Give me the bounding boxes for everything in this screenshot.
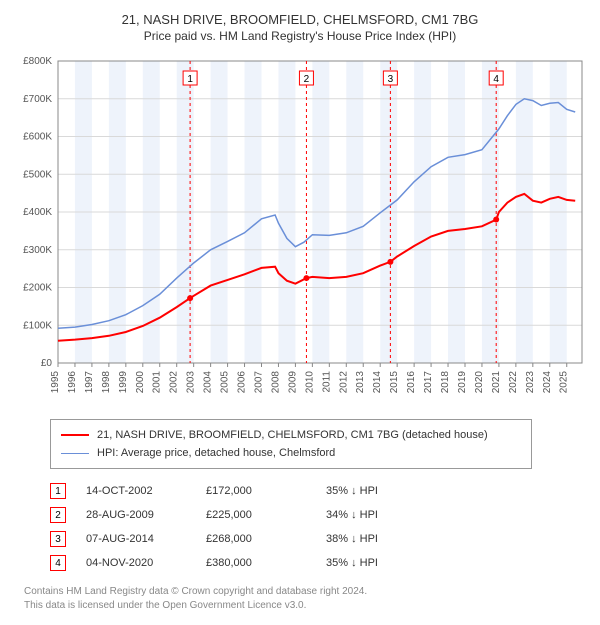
legend-swatch (61, 434, 89, 436)
x-tick-label: 2012 (338, 371, 349, 394)
marker-table-num: 3 (50, 531, 66, 547)
x-tick-label: 1998 (101, 371, 112, 394)
x-tick-label: 2020 (474, 371, 485, 394)
title-line2: Price paid vs. HM Land Registry's House … (12, 29, 588, 43)
marker-table-date: 28-AUG-2009 (86, 509, 186, 521)
x-tick-label: 2021 (491, 371, 502, 394)
marker-table-hpi: 38% ↓ HPI (326, 533, 426, 545)
x-tick-label: 2018 (440, 371, 451, 394)
marker-table-row: 4 04-NOV-2020 £380,000 35% ↓ HPI (50, 551, 588, 575)
footer-line2: This data is licensed under the Open Gov… (24, 599, 588, 613)
marker-table-date: 07-AUG-2014 (86, 533, 186, 545)
legend-row: HPI: Average price, detached house, Chel… (61, 444, 521, 462)
x-tick-label: 2005 (220, 371, 231, 394)
x-tick-label: 2007 (253, 371, 264, 394)
marker-table-row: 3 07-AUG-2014 £268,000 38% ↓ HPI (50, 527, 588, 551)
chart: £0 £100K £200K £300K £400K £500K £600K £700K £80… (12, 51, 588, 411)
marker-table-date: 04-NOV-2020 (86, 557, 186, 569)
x-tick-label: 2010 (304, 371, 315, 394)
series-dot (303, 275, 309, 281)
y-tick-label: £400K (23, 207, 52, 218)
y-tick-label: £600K (23, 132, 52, 143)
y-tick-label: £300K (23, 245, 52, 256)
legend-label: 21, NASH DRIVE, BROOMFIELD, CHELMSFORD, … (97, 426, 488, 444)
x-tick-label: 1997 (84, 371, 95, 394)
marker-table-num: 1 (50, 483, 66, 499)
x-tick-label: 2006 (237, 371, 248, 394)
x-tick-label: 1995 (50, 371, 61, 394)
x-tick-label: 2023 (525, 371, 536, 394)
legend-label: HPI: Average price, detached house, Chel… (97, 444, 335, 462)
x-tick-label: 2019 (457, 371, 468, 394)
footer: Contains HM Land Registry data © Crown c… (24, 585, 588, 613)
y-tick-label: £700K (23, 94, 52, 105)
legend: 21, NASH DRIVE, BROOMFIELD, CHELMSFORD, … (50, 419, 532, 469)
x-tick-label: 2001 (152, 371, 163, 394)
x-tick-label: 2024 (542, 371, 553, 394)
marker-table-num: 2 (50, 507, 66, 523)
x-tick-label: 2016 (406, 371, 417, 394)
x-tick-label: 2014 (372, 371, 383, 394)
x-tick-label: 2004 (203, 371, 214, 394)
x-tick-label: 2002 (169, 371, 180, 394)
x-tick-label: 2008 (270, 371, 281, 394)
x-tick-label: 2000 (135, 371, 146, 394)
series-dot (493, 217, 499, 223)
title-line1: 21, NASH DRIVE, BROOMFIELD, CHELMSFORD, … (12, 12, 588, 27)
marker-table-price: £268,000 (206, 533, 306, 545)
y-tick-label: £100K (23, 320, 52, 331)
x-tick-label: 2017 (423, 371, 434, 394)
series-dot (387, 259, 393, 265)
x-tick-label: 2003 (186, 371, 197, 394)
x-tick-label: 2025 (559, 371, 570, 394)
legend-row: 21, NASH DRIVE, BROOMFIELD, CHELMSFORD, … (61, 426, 521, 444)
marker-table-row: 1 14-OCT-2002 £172,000 35% ↓ HPI (50, 479, 588, 503)
footer-line1: Contains HM Land Registry data © Crown c… (24, 585, 588, 599)
marker-number: 3 (388, 74, 394, 85)
x-tick-label: 2013 (355, 371, 366, 394)
marker-table-hpi: 34% ↓ HPI (326, 509, 426, 521)
marker-number: 1 (187, 74, 193, 85)
marker-table: 1 14-OCT-2002 £172,000 35% ↓ HPI 2 28-AUG-200… (50, 479, 588, 575)
marker-table-row: 2 28-AUG-2009 £225,000 34% ↓ HPI (50, 503, 588, 527)
marker-table-price: £172,000 (206, 485, 306, 497)
marker-table-date: 14-OCT-2002 (86, 485, 186, 497)
legend-swatch (61, 453, 89, 454)
y-tick-label: £800K (23, 56, 52, 67)
title-block: 21, NASH DRIVE, BROOMFIELD, CHELMSFORD, … (12, 12, 588, 43)
marker-number: 2 (304, 74, 310, 85)
marker-table-hpi: 35% ↓ HPI (326, 485, 426, 497)
x-tick-label: 2022 (508, 371, 519, 394)
marker-table-price: £380,000 (206, 557, 306, 569)
y-tick-label: £500K (23, 169, 52, 180)
marker-table-hpi: 35% ↓ HPI (326, 557, 426, 569)
y-tick-label: £0 (41, 358, 53, 369)
x-tick-label: 1999 (118, 371, 129, 394)
marker-table-num: 4 (50, 555, 66, 571)
x-tick-label: 2009 (287, 371, 298, 394)
series-dot (187, 295, 193, 301)
x-tick-label: 2015 (389, 371, 400, 394)
y-tick-label: £200K (23, 283, 52, 294)
marker-table-price: £225,000 (206, 509, 306, 521)
x-tick-label: 1996 (67, 371, 78, 394)
x-tick-label: 2011 (321, 371, 332, 393)
marker-number: 4 (493, 74, 499, 85)
